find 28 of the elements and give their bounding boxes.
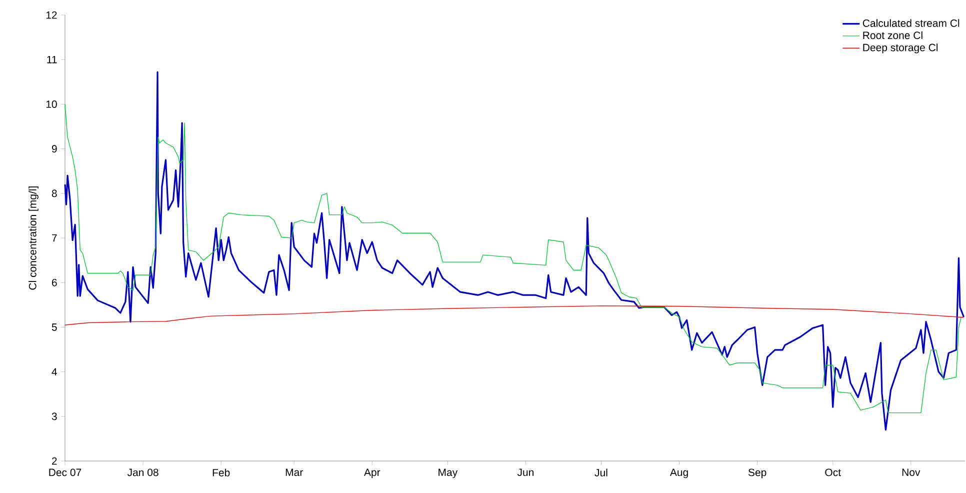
legend-label: Deep storage Cl — [863, 44, 938, 54]
y-tick-label: 2 — [52, 457, 57, 465]
x-tick-label: Sep — [748, 468, 766, 478]
x-tick-label: Nov — [902, 468, 920, 476]
y-tick-label: 8 — [52, 190, 57, 198]
legend-label: Calculated stream Cl — [862, 19, 960, 27]
x-tick-label: Oct — [825, 468, 841, 476]
y-tick-label: 3 — [52, 412, 57, 420]
x-tick-label: Aug — [670, 468, 688, 478]
x-tick-label: Mar — [286, 468, 303, 476]
y-axis-title: Cl concentration [mg/l] — [28, 186, 38, 290]
x-tick-label: Jul — [594, 468, 608, 476]
x-tick-label: Feb — [212, 468, 230, 476]
y-tick-label: 6 — [52, 278, 57, 286]
y-tick-label: 7 — [52, 234, 57, 242]
y-tick-label: 5 — [52, 324, 57, 331]
x-tick-label: Jan 08 — [127, 468, 158, 476]
x-tick-label: Jun — [517, 468, 534, 476]
y-tick-label: 4 — [52, 368, 57, 376]
y-tick-label: 12 — [46, 11, 57, 19]
legend-label: Root zone Cl — [863, 31, 922, 40]
y-tick-label: 11 — [47, 56, 57, 64]
x-tick-label: Dec 07 — [49, 468, 82, 476]
y-tick-label: 9 — [52, 145, 57, 153]
line-series — [64, 305, 964, 326]
x-tick-label: Apr — [364, 468, 380, 478]
y-tick-label: 10 — [46, 100, 57, 108]
x-tick-label: May — [438, 468, 458, 478]
